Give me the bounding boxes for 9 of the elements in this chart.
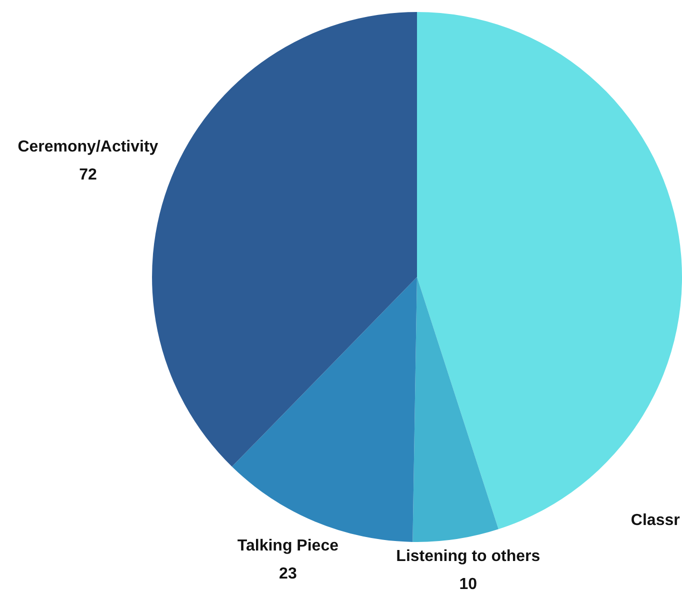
slice-label: Listening to others bbox=[396, 548, 540, 565]
data-label: 10 bbox=[459, 576, 478, 593]
pie-slice bbox=[412, 277, 498, 542]
slice-label: Classr bbox=[630, 512, 680, 530]
slice-label: Ceremony/Activity bbox=[18, 138, 158, 156]
data-label: 23 bbox=[279, 565, 297, 582]
pie-slice bbox=[417, 12, 682, 530]
data-label: 72 bbox=[79, 166, 97, 184]
slice-label: Talking Piece bbox=[237, 537, 339, 554]
